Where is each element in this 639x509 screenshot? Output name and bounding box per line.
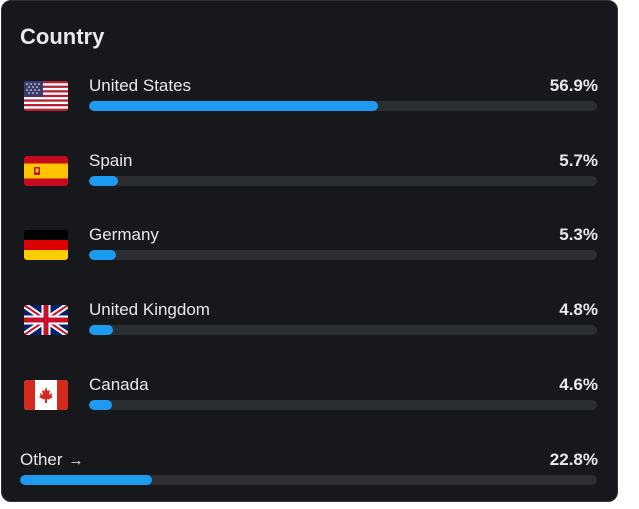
country-row-united-kingdom: United Kingdom 4.8% — [2, 299, 619, 359]
spain-flag-icon — [24, 156, 68, 186]
country-bar-track — [89, 101, 597, 111]
us-flag-icon — [24, 81, 68, 111]
country-bar-fill — [89, 101, 379, 111]
country-bar-fill — [89, 400, 113, 410]
country-row-germany: Germany 5.3% — [2, 224, 619, 284]
country-bar-fill — [89, 176, 118, 186]
country-percent: 5.3% — [559, 225, 598, 244]
country-percent: 4.6% — [559, 375, 598, 394]
country-name: United Kingdom — [89, 300, 210, 319]
country-row-spain: Spain 5.7% — [2, 150, 619, 210]
card-title: Country — [20, 24, 105, 49]
country-name: Spain — [89, 151, 133, 170]
country-bar-track — [89, 250, 597, 260]
country-percent: 22.8% — [549, 450, 598, 469]
country-card: Country United States — [1, 0, 618, 502]
country-bar-track — [89, 400, 597, 410]
country-bar-fill — [20, 475, 152, 485]
country-bar-track — [20, 475, 597, 485]
canada-flag-icon — [24, 380, 68, 410]
country-percent: 4.8% — [559, 300, 598, 319]
country-row-other: Other → 22.8% — [2, 449, 619, 509]
country-name: United States — [89, 76, 192, 95]
country-row-canada: Canada 4.6% — [2, 374, 619, 434]
uk-flag-icon — [24, 305, 68, 335]
germany-flag-icon — [24, 230, 68, 260]
country-bar-fill — [89, 250, 116, 260]
arrow-right-icon: → — [68, 452, 84, 469]
country-bar-track — [89, 325, 597, 335]
country-name: Canada — [89, 375, 149, 394]
country-name: Germany — [89, 225, 159, 244]
country-percent: 5.7% — [559, 151, 598, 170]
other-label: Other — [20, 450, 63, 469]
other-link[interactable]: Other → — [20, 449, 84, 472]
country-bar-fill — [89, 325, 114, 335]
country-percent: 56.9% — [549, 76, 598, 95]
country-bar-track — [89, 176, 597, 186]
country-row-united-states: United States 56.9% — [2, 75, 619, 135]
